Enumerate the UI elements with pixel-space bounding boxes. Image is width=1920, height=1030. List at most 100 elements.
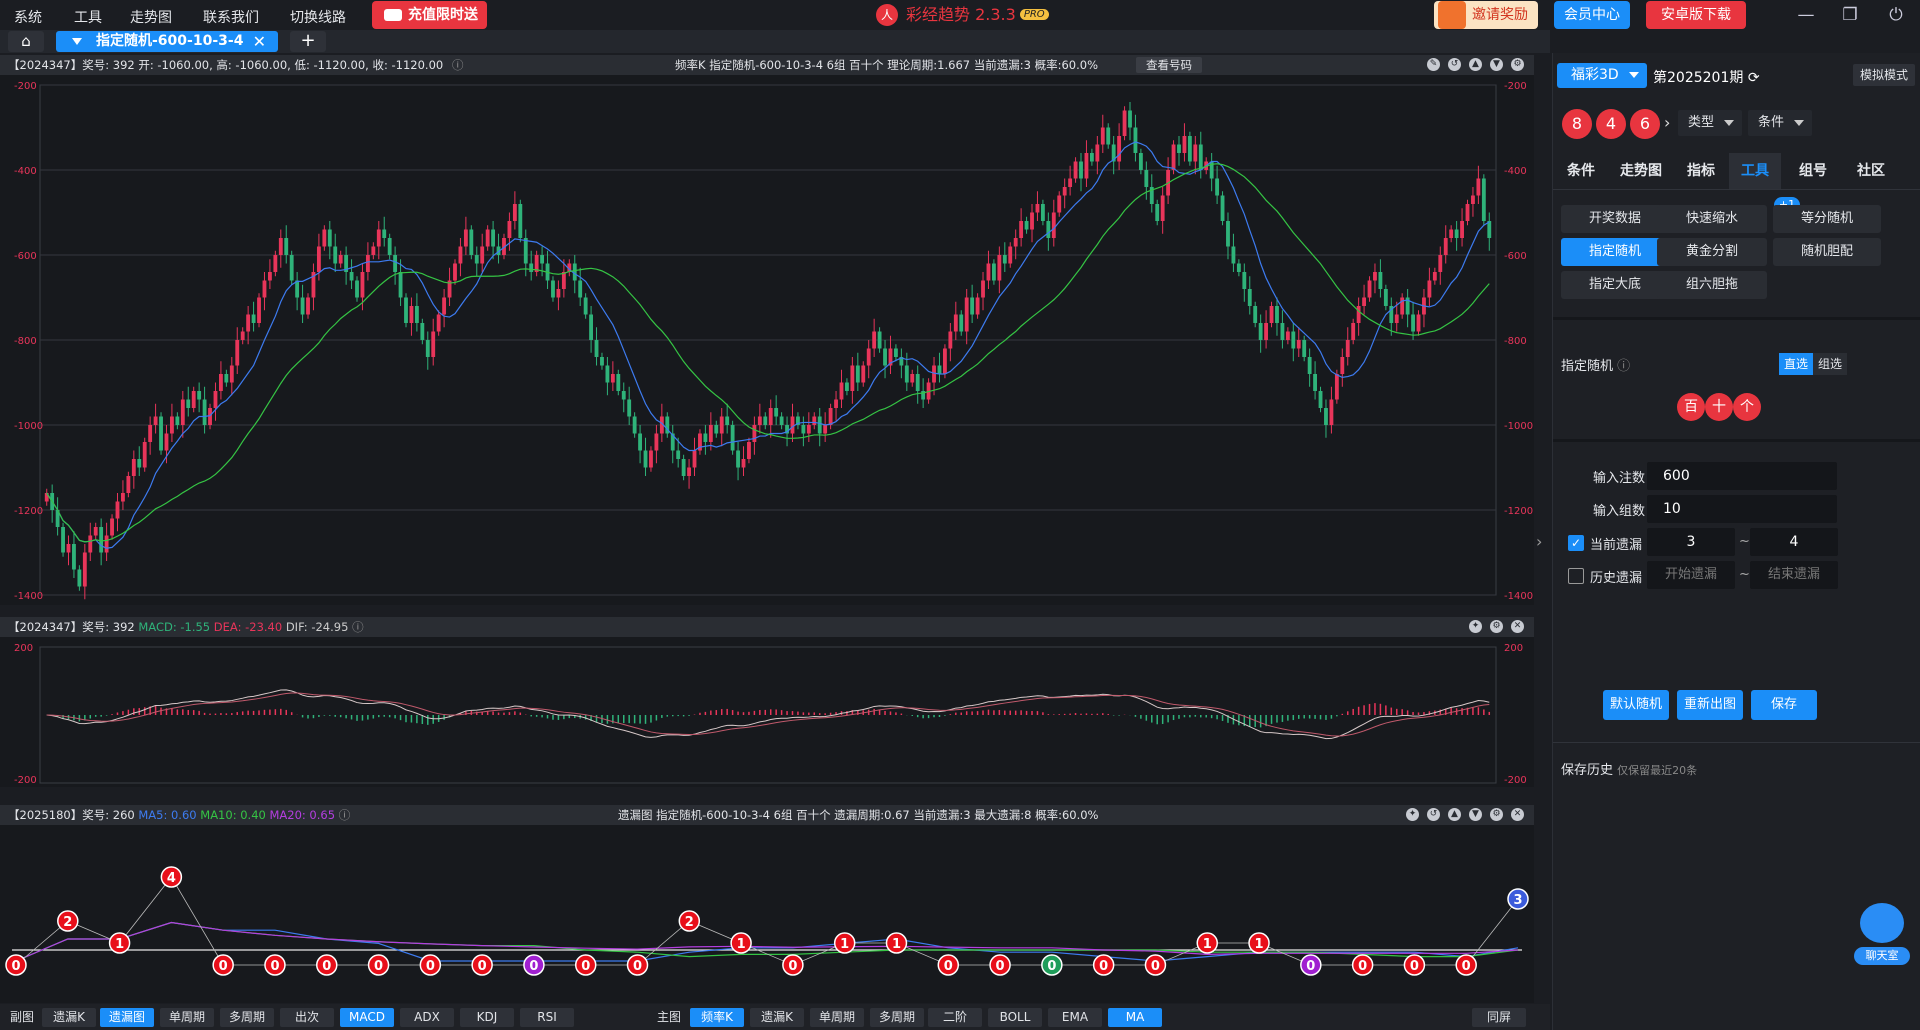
up-icon[interactable]: ▲ xyxy=(1469,58,1482,71)
tool-draw-data[interactable]: 开奖数据 xyxy=(1561,205,1669,233)
power-icon[interactable]: ⏻ xyxy=(1889,5,1903,25)
position-hundred[interactable]: 百 xyxy=(1677,393,1705,421)
menu-trend[interactable]: 走势图 xyxy=(130,10,172,26)
position-ten[interactable]: 十 xyxy=(1705,393,1733,421)
current-omit-to[interactable]: 4 xyxy=(1750,528,1838,556)
mode-direct[interactable]: 直选 xyxy=(1779,353,1813,375)
sub-adx[interactable]: ADX xyxy=(400,1008,454,1027)
tool-group6-dantuo[interactable]: 组六胆拖 xyxy=(1657,271,1767,299)
minimize-icon[interactable]: — xyxy=(1797,5,1815,25)
menu-tools[interactable]: 工具 xyxy=(74,10,102,26)
main-single-period[interactable]: 单周期 xyxy=(810,1008,864,1027)
down-icon[interactable]: ▼ xyxy=(1469,808,1482,821)
tool-specified-base[interactable]: 指定大底 xyxy=(1561,271,1669,299)
tab-community[interactable]: 社区 xyxy=(1857,163,1885,179)
pin-icon[interactable]: ✦ xyxy=(1469,620,1482,633)
history-omit-checkbox[interactable] xyxy=(1568,568,1584,584)
current-omit-checkbox[interactable]: ✓ xyxy=(1568,535,1584,551)
menu-system[interactable]: 系统 xyxy=(14,10,42,26)
collapse-panel-icon[interactable]: › xyxy=(1536,532,1543,551)
tool-quick-shrink[interactable]: 快速缩水 xyxy=(1657,205,1767,233)
tab-dropdown-icon[interactable] xyxy=(72,38,82,45)
main-boll[interactable]: BOLL xyxy=(988,1008,1042,1027)
groups-input[interactable]: 10 xyxy=(1647,495,1837,523)
tab-trend[interactable]: 走势图 xyxy=(1620,163,1662,179)
lottery-select[interactable]: 福彩3D xyxy=(1557,63,1647,88)
macd-header: 【2024347】奖号: 392 MACD: -1.55 DEA: -23.40… xyxy=(0,617,1534,637)
tab-indicator[interactable]: 指标 xyxy=(1687,163,1715,179)
settings-icon[interactable]: ⚙ xyxy=(1511,58,1524,71)
tool-equal-random[interactable]: 等分随机 xyxy=(1773,205,1881,233)
sub-multi-period[interactable]: 多周期 xyxy=(220,1008,274,1027)
sub-omit-chart[interactable]: 遗漏图 xyxy=(100,1008,154,1027)
fullscreen-button[interactable]: 同屏 xyxy=(1472,1008,1526,1027)
close-icon[interactable]: ✕ xyxy=(252,32,266,51)
view-numbers-button[interactable]: 查看号码 xyxy=(1136,57,1202,73)
settings-icon[interactable]: ⚙ xyxy=(1490,620,1503,633)
omit-point xyxy=(1092,954,1115,976)
history-omit-to[interactable]: 结束遗漏 xyxy=(1750,561,1838,589)
candle xyxy=(327,229,332,247)
sub-macd[interactable]: MACD xyxy=(340,1008,394,1027)
help-icon[interactable]: ⓘ xyxy=(352,620,364,634)
refresh-icon[interactable]: ⟳ xyxy=(1747,70,1760,86)
main-second-order[interactable]: 二阶 xyxy=(928,1008,982,1027)
member-center-button[interactable]: 会员中心 xyxy=(1554,1,1630,29)
close-icon[interactable]: ✕ xyxy=(1511,808,1524,821)
position-unit[interactable]: 个 xyxy=(1733,393,1761,421)
save-button[interactable]: 保存 xyxy=(1751,690,1817,720)
sub-count[interactable]: 出次 xyxy=(280,1008,334,1027)
main-omit-k[interactable]: 遗漏K xyxy=(750,1008,804,1027)
restore-icon[interactable]: ❐ xyxy=(1842,5,1858,25)
condition-dropdown[interactable]: 条件 xyxy=(1748,110,1812,136)
candle xyxy=(463,229,468,247)
sub-omit-k[interactable]: 遗漏K xyxy=(42,1008,96,1027)
ma20-line xyxy=(15,921,1519,962)
back-icon[interactable]: ↺ xyxy=(1448,58,1461,71)
recharge-button[interactable]: 充值限时送 xyxy=(372,1,487,29)
main-ma[interactable]: MA xyxy=(1108,1008,1162,1027)
mock-mode-button[interactable]: 模拟模式 xyxy=(1853,64,1915,86)
default-random-button[interactable]: 默认随机 xyxy=(1603,690,1669,720)
add-tab-button[interactable]: + xyxy=(290,31,326,52)
type-dropdown[interactable]: 类型 xyxy=(1678,110,1742,136)
menu-contact[interactable]: 联系我们 xyxy=(203,10,259,26)
chevron-right-icon[interactable]: › xyxy=(1664,113,1671,132)
help-icon[interactable]: ⓘ xyxy=(1617,359,1631,374)
down-icon[interactable]: ▼ xyxy=(1490,58,1503,71)
redraw-button[interactable]: 重新出图 xyxy=(1677,690,1743,720)
tab-active[interactable]: 指定随机-600-10-3-4 ✕ xyxy=(56,31,278,52)
menu-switch-line[interactable]: 切换线路 xyxy=(290,10,346,26)
sub-rsi[interactable]: RSI xyxy=(520,1008,574,1027)
back-icon[interactable]: ↺ xyxy=(1427,808,1440,821)
main-multi-period[interactable]: 多周期 xyxy=(870,1008,924,1027)
tab-tools[interactable]: 工具 xyxy=(1729,153,1781,189)
tool-random-dan[interactable]: 随机胆配 xyxy=(1773,238,1881,266)
android-download-button[interactable]: 安卓版下载 xyxy=(1646,1,1746,29)
main-freq-k[interactable]: 频率K xyxy=(690,1008,744,1027)
invite-button[interactable]: 邀请奖励 xyxy=(1434,1,1538,29)
pin-icon[interactable]: ✦ xyxy=(1406,808,1419,821)
sub-single-period[interactable]: 单周期 xyxy=(160,1008,214,1027)
edit-icon[interactable]: ✎ xyxy=(1427,58,1440,71)
tab-condition[interactable]: 条件 xyxy=(1567,163,1595,179)
tool-golden-split[interactable]: 黄金分割 xyxy=(1657,238,1767,266)
help-icon[interactable]: ⓘ xyxy=(452,58,464,72)
bets-input[interactable]: 600 xyxy=(1647,462,1837,490)
history-omit-from[interactable]: 开始遗漏 xyxy=(1647,561,1735,589)
close-icon[interactable]: ✕ xyxy=(1511,620,1524,633)
chat-room-button[interactable]: 聊天室 xyxy=(1854,903,1910,967)
tool-specified-random[interactable]: 指定随机 xyxy=(1561,238,1669,266)
up-icon[interactable]: ▲ xyxy=(1448,808,1461,821)
candle xyxy=(1324,408,1328,425)
home-icon[interactable]: ⌂ xyxy=(8,31,44,52)
tab-group[interactable]: 组号 xyxy=(1799,163,1827,179)
settings-icon[interactable]: ⚙ xyxy=(1490,808,1503,821)
candle xyxy=(823,425,828,434)
help-icon[interactable]: ⓘ xyxy=(338,808,351,822)
sub-kdj[interactable]: KDJ xyxy=(460,1008,514,1027)
current-omit-from[interactable]: 3 xyxy=(1647,528,1735,556)
main-ema[interactable]: EMA xyxy=(1048,1008,1102,1027)
candle xyxy=(1133,127,1138,153)
mode-group[interactable]: 组选 xyxy=(1813,353,1847,375)
